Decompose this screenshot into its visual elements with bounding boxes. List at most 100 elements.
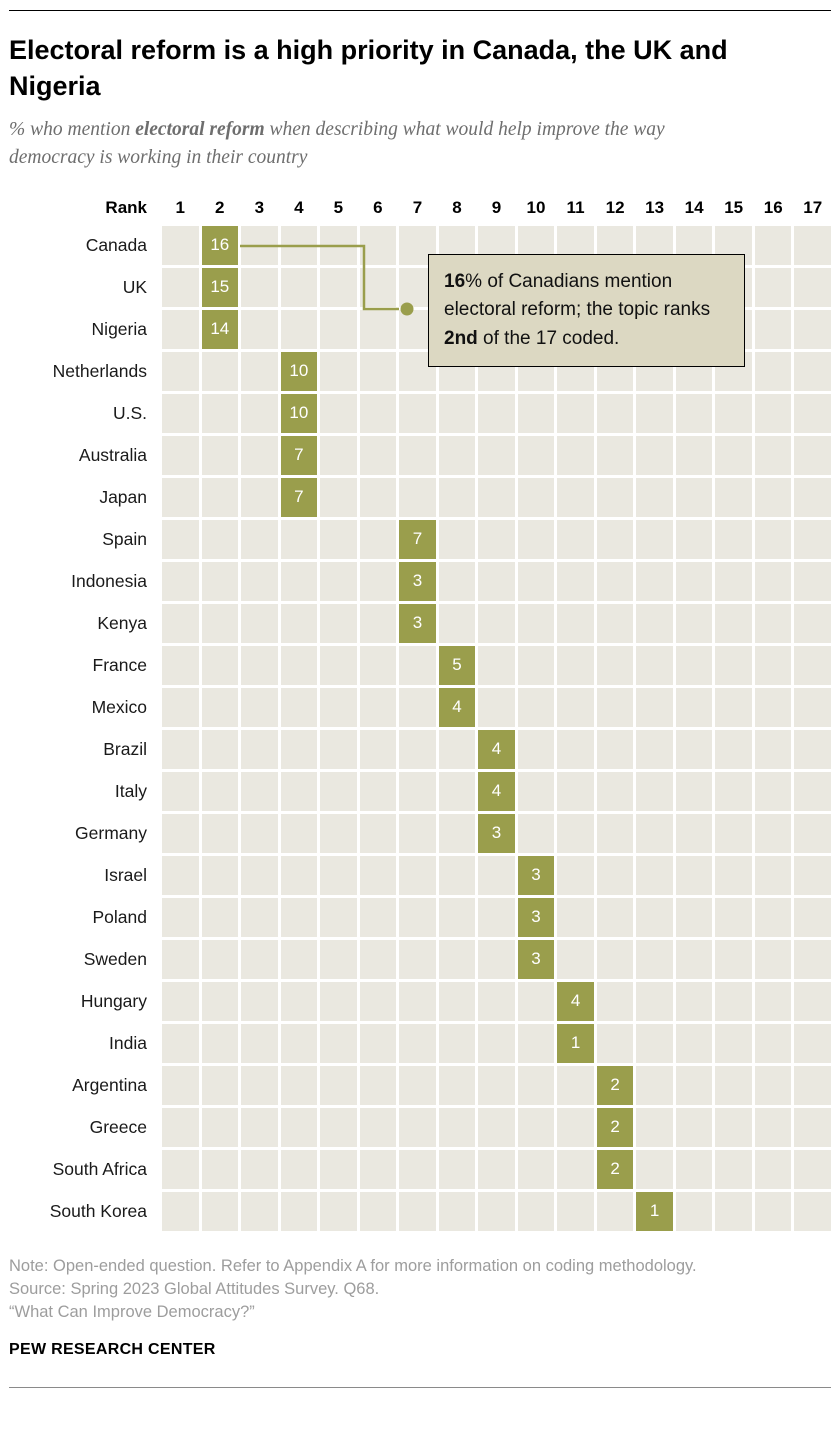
grid-cell — [399, 897, 436, 937]
grid-cell — [636, 519, 673, 559]
grid-cell — [320, 939, 357, 979]
grid-cell — [636, 897, 673, 937]
grid-cell — [636, 855, 673, 895]
grid-cell — [201, 477, 239, 517]
grid-cell — [201, 645, 239, 685]
grid-cell — [162, 393, 199, 433]
grid-cell — [399, 1065, 436, 1105]
grid-cell — [596, 435, 634, 475]
value-cell: 3 — [478, 813, 515, 853]
grid-cell — [754, 267, 792, 307]
grid-cell — [201, 981, 239, 1021]
grid-cell — [320, 645, 357, 685]
grid-cell — [517, 477, 555, 517]
pew-research-center-brand: PEW RESEARCH CENTER — [9, 1340, 216, 1358]
grid-cell — [478, 603, 515, 643]
grid-cell — [478, 477, 515, 517]
grid-cell — [359, 435, 397, 475]
grid-cell — [715, 1023, 752, 1063]
grid-cell — [754, 1149, 792, 1189]
grid-cell — [596, 1191, 634, 1231]
chart-subtitle: % who mention electoral reform when desc… — [9, 116, 699, 171]
grid-cell — [359, 813, 397, 853]
grid-cell — [675, 435, 713, 475]
grid-cell — [794, 393, 831, 433]
country-label: India — [109, 1032, 147, 1053]
grid-cell — [715, 477, 752, 517]
value-cell: 4 — [478, 729, 515, 769]
rank-column-header: 13 — [645, 197, 665, 217]
grid-cell — [715, 519, 752, 559]
grid-cell — [320, 771, 357, 811]
grid-cell — [794, 729, 831, 769]
grid-cell — [478, 1107, 515, 1147]
grid-cell — [320, 897, 357, 937]
grid-cell — [438, 561, 476, 601]
grid-cell — [280, 1107, 318, 1147]
grid-cell — [399, 687, 436, 727]
grid-cell — [280, 897, 318, 937]
grid-cell — [675, 477, 713, 517]
grid-cell — [478, 1023, 515, 1063]
grid-cell — [478, 897, 515, 937]
grid-cell — [359, 981, 397, 1021]
rank-grid: 16% of Canadians mention electoral refor… — [9, 225, 831, 1231]
country-label: Indonesia — [71, 570, 147, 591]
value-cell: 7 — [280, 477, 318, 517]
grid-cell — [359, 477, 397, 517]
grid-cell — [557, 1191, 594, 1231]
value-cell: 16 — [201, 225, 239, 265]
grid-cell — [754, 897, 792, 937]
grid-cell — [794, 1065, 831, 1105]
grid-cell — [478, 645, 515, 685]
grid-cell — [636, 813, 673, 853]
grid-cell — [359, 267, 397, 307]
grid-cell — [241, 1191, 278, 1231]
grid-cell — [675, 561, 713, 601]
grid-cell — [241, 645, 278, 685]
grid-cell — [675, 519, 713, 559]
grid-cell — [162, 1191, 199, 1231]
grid-cell — [241, 855, 278, 895]
rank-column-header: 10 — [526, 197, 546, 217]
grid-cell — [162, 981, 199, 1021]
grid-cell — [636, 981, 673, 1021]
rank-column-header: 6 — [373, 197, 383, 217]
grid-cell — [675, 1149, 713, 1189]
grid-cell — [399, 981, 436, 1021]
grid-cell — [162, 267, 199, 307]
grid-cell — [794, 645, 831, 685]
grid-cell — [241, 309, 278, 349]
grid-cell — [557, 645, 594, 685]
grid-cell — [715, 1149, 752, 1189]
grid-cell — [675, 771, 713, 811]
grid-cell — [754, 1023, 792, 1063]
grid-cell — [596, 477, 634, 517]
grid-cell — [241, 687, 278, 727]
grid-cell — [201, 435, 239, 475]
value-cell: 10 — [280, 393, 318, 433]
grid-cell — [478, 393, 515, 433]
grid-cell — [794, 1107, 831, 1147]
country-label: Israel — [104, 864, 147, 885]
grid-cell — [557, 813, 594, 853]
grid-cell — [517, 1023, 555, 1063]
grid-cell — [320, 225, 357, 265]
grid-cell — [636, 729, 673, 769]
grid-cell — [320, 1023, 357, 1063]
rank-column-header: 4 — [294, 197, 304, 217]
grid-cell — [162, 477, 199, 517]
grid-cell — [399, 855, 436, 895]
grid-cell — [280, 813, 318, 853]
grid-cell — [438, 939, 476, 979]
value-cell: 14 — [201, 309, 239, 349]
grid-cell — [675, 729, 713, 769]
grid-cell — [162, 687, 199, 727]
grid-cell — [241, 225, 278, 265]
grid-cell — [557, 855, 594, 895]
grid-cell — [715, 939, 752, 979]
grid-cell — [636, 477, 673, 517]
grid-cell — [399, 435, 436, 475]
subtitle-text: % who mention — [9, 119, 136, 141]
country-label: Mexico — [91, 696, 147, 717]
